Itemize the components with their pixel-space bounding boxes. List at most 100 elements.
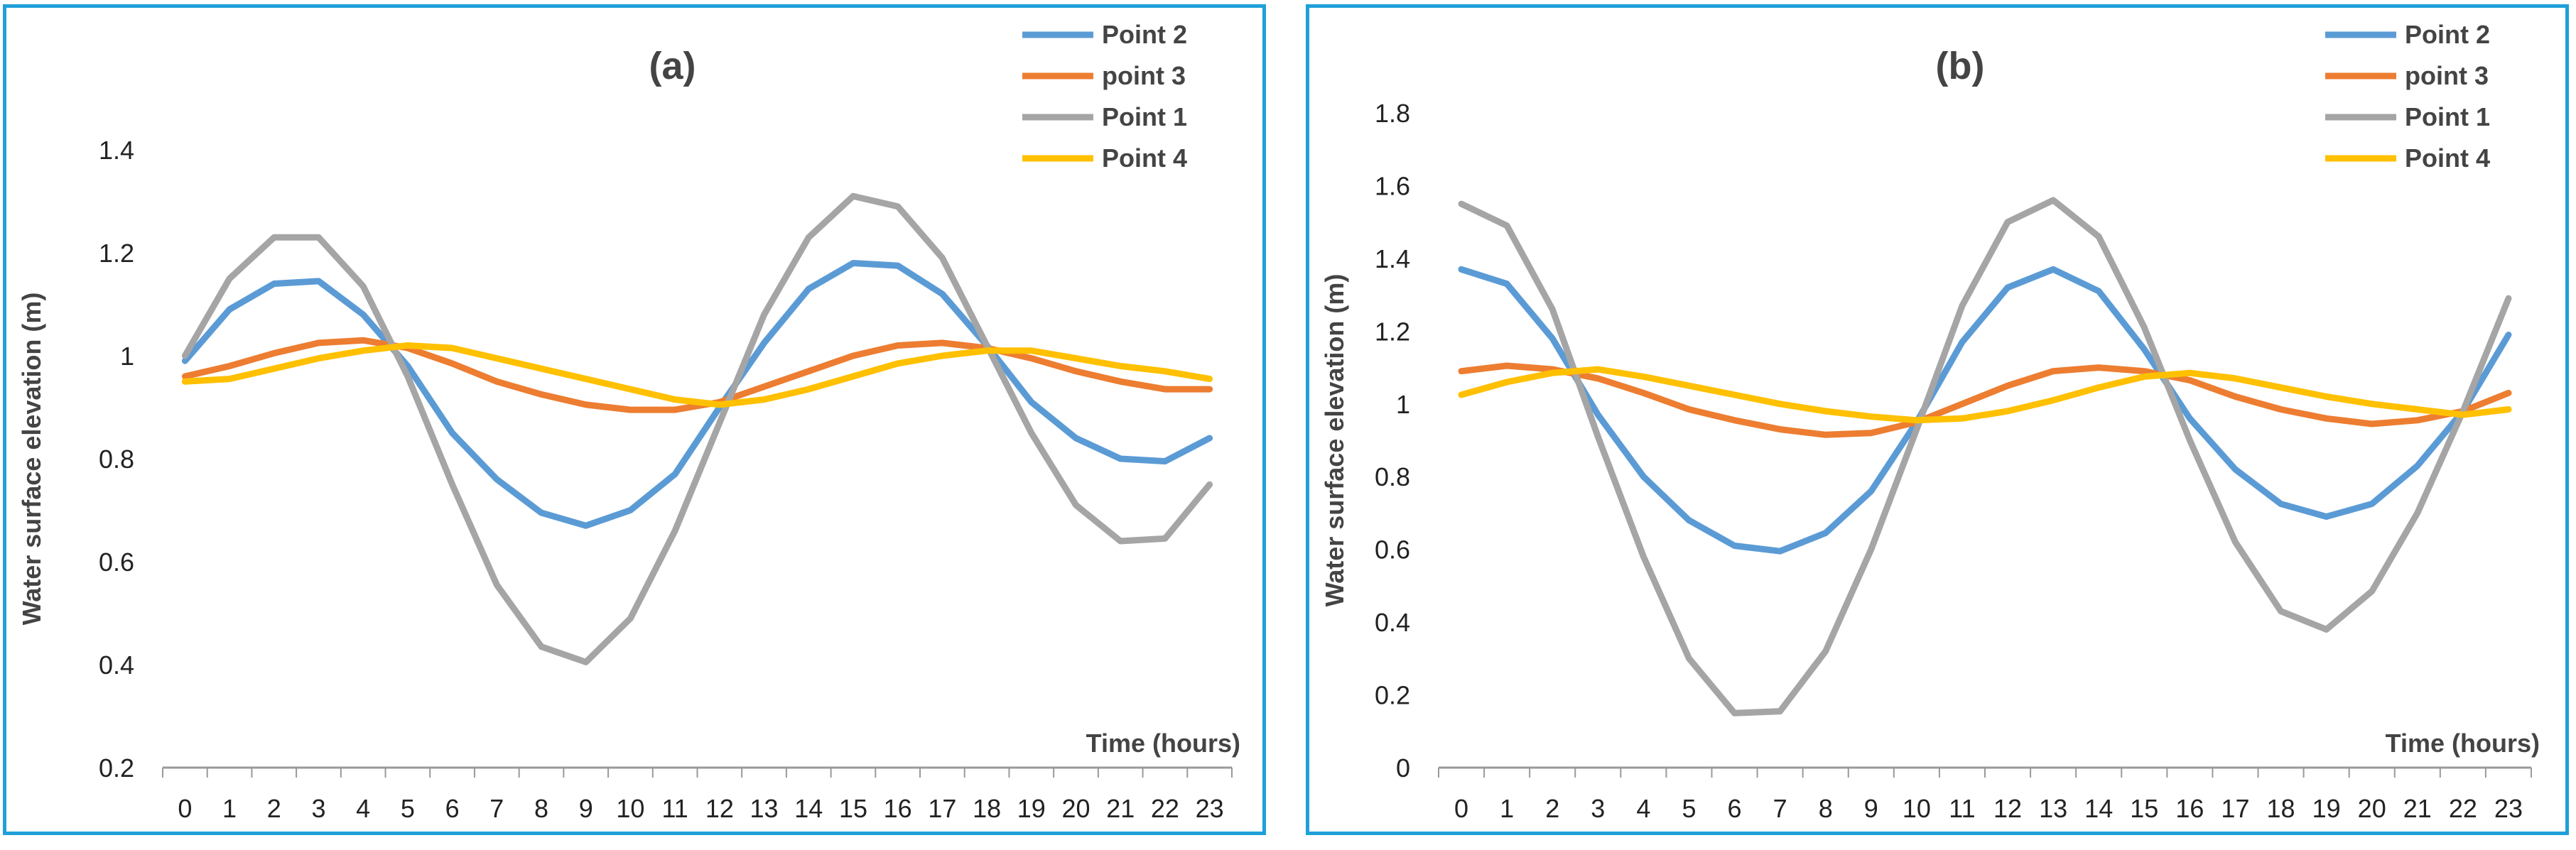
data-point-point-3 xyxy=(450,361,454,365)
data-point-point-3 xyxy=(1505,364,1509,367)
data-point-point-2 xyxy=(2370,502,2374,506)
data-point-point-1 xyxy=(985,344,989,347)
data-point-point-4 xyxy=(807,388,811,391)
x-tick-label: 11 xyxy=(1949,794,1975,823)
series-line-point-2 xyxy=(1458,266,2512,555)
data-point-point-3 xyxy=(2279,408,2283,411)
data-point-point-4 xyxy=(1551,371,1554,375)
data-point-point-1 xyxy=(584,660,588,664)
data-point-point-1 xyxy=(851,195,855,198)
data-point-point-1 xyxy=(1460,202,1463,206)
x-tick-label: 18 xyxy=(2267,794,2295,823)
series-line-point-1 xyxy=(181,192,1213,665)
data-point-point-4 xyxy=(495,356,499,360)
data-point-point-1 xyxy=(183,354,187,357)
data-point-point-4 xyxy=(1642,375,1645,378)
data-point-point-3 xyxy=(1596,376,1600,380)
data-point-point-2 xyxy=(1163,459,1167,463)
y-tick-label: 1.8 xyxy=(1375,99,1410,128)
data-point-point-2 xyxy=(540,511,543,515)
series-line-point-3 xyxy=(181,337,1213,413)
x-tick-label: 21 xyxy=(2403,794,2432,823)
data-point-point-2 xyxy=(450,431,454,435)
data-point-point-4 xyxy=(1778,402,1782,405)
data-point-point-2 xyxy=(1960,340,1964,344)
data-point-point-3 xyxy=(1460,369,1463,373)
data-point-point-2 xyxy=(1505,282,1509,285)
data-point-point-3 xyxy=(2370,422,2374,425)
data-point-point-4 xyxy=(1824,410,1827,413)
data-point-point-1 xyxy=(941,256,944,260)
data-point-point-3 xyxy=(1074,369,1078,373)
y-tick-label: 0.4 xyxy=(1375,608,1410,637)
data-point-point-3 xyxy=(2006,384,2010,388)
data-point-point-3 xyxy=(1733,418,1736,422)
data-point-point-4 xyxy=(941,354,944,357)
x-tick-label: 14 xyxy=(2084,794,2113,823)
data-point-point-1 xyxy=(2097,235,2101,239)
data-point-point-4 xyxy=(450,347,454,350)
series-line-point-1 xyxy=(1458,197,2512,716)
data-point-point-3 xyxy=(183,375,187,378)
data-point-point-2 xyxy=(2234,467,2237,471)
data-point-point-4 xyxy=(2052,398,2055,402)
data-point-point-1 xyxy=(1505,224,1509,227)
x-tick-label: 19 xyxy=(2312,794,2341,823)
data-point-point-3 xyxy=(851,354,855,357)
data-point-point-1 xyxy=(1596,435,1600,438)
data-point-point-2 xyxy=(1029,401,1033,404)
data-point-point-4 xyxy=(629,388,632,391)
legend-entry: Point 1 xyxy=(1102,102,1187,131)
data-point-point-2 xyxy=(2052,268,2055,271)
data-point-point-3 xyxy=(1208,388,1211,391)
data-point-point-4 xyxy=(584,377,588,381)
data-point-point-2 xyxy=(495,478,499,481)
data-point-point-1 xyxy=(2415,511,2419,515)
data-point-point-4 xyxy=(1733,393,1736,396)
data-point-point-2 xyxy=(1596,413,1600,417)
y-tick-label: 1.4 xyxy=(1375,244,1410,273)
data-point-point-3 xyxy=(1119,380,1122,383)
data-point-point-3 xyxy=(896,344,899,347)
data-point-point-2 xyxy=(1869,489,1873,493)
x-tick-label: 17 xyxy=(2221,794,2249,823)
data-point-point-2 xyxy=(2279,502,2283,506)
data-point-point-4 xyxy=(2143,375,2146,378)
data-point-point-1 xyxy=(1869,547,1873,551)
data-point-point-3 xyxy=(2234,395,2237,398)
x-tick-label: 3 xyxy=(311,794,325,823)
data-point-point-1 xyxy=(495,583,499,587)
data-point-point-2 xyxy=(2415,464,2419,467)
chart-panel-a: (a) Water surface elevation (m) 0 1 2 3 4 5 6 7 8 9… xyxy=(3,4,1266,835)
legend-entry: Point 4 xyxy=(1102,143,1187,173)
data-point-point-4 xyxy=(1208,377,1211,381)
data-point-point-3 xyxy=(317,341,320,344)
data-point-point-1 xyxy=(1733,712,1736,715)
x-tick-label: 16 xyxy=(884,794,912,823)
y-tick-label: 0.4 xyxy=(99,650,134,680)
data-point-point-4 xyxy=(228,377,232,381)
data-point-point-4 xyxy=(2506,408,2510,411)
chart-a-svg: (a)Water surface elevation (m)0 1 2 3 4 5 6 7 8 9… xyxy=(17,20,1240,823)
data-point-point-2 xyxy=(362,313,365,316)
x-tick-label: 2 xyxy=(267,794,281,823)
data-point-point-3 xyxy=(807,369,811,373)
data-point-point-2 xyxy=(673,472,677,476)
data-point-point-4 xyxy=(362,349,365,352)
chart-panel-b: (b) Water surface elevation (m) 0 1 2 3 4 5 6 7 8 9… xyxy=(1306,4,2569,835)
data-point-point-4 xyxy=(272,367,276,371)
x-tick-label: 7 xyxy=(1773,794,1787,823)
x-tick-label: 23 xyxy=(2494,794,2523,823)
data-point-point-3 xyxy=(1960,402,1964,405)
data-point-point-3 xyxy=(1869,431,1873,435)
data-point-point-1 xyxy=(2370,589,2374,593)
data-point-point-1 xyxy=(629,616,632,620)
x-tick-label: 2 xyxy=(1545,794,1559,823)
series-line-point-3 xyxy=(1458,362,2512,438)
data-point-point-3 xyxy=(629,408,632,412)
x-tick-label: 1 xyxy=(222,794,237,823)
data-point-point-4 xyxy=(985,349,989,352)
data-point-point-2 xyxy=(896,264,899,268)
series-line-point-4 xyxy=(181,342,1213,408)
x-tick-label: 12 xyxy=(1993,794,2022,823)
